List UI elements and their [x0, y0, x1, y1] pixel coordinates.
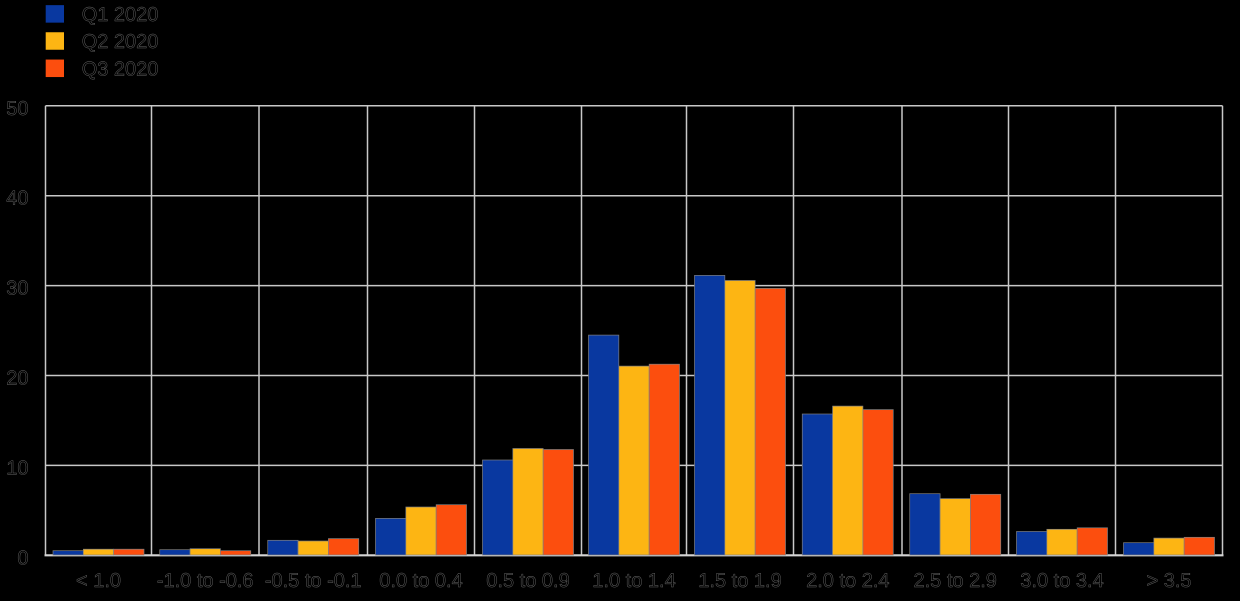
svg-text:-0.5 to -0.1: -0.5 to -0.1: [265, 570, 362, 592]
svg-text:2.5 to 2.9: 2.5 to 2.9: [913, 570, 996, 592]
svg-text:Q1 2020: Q1 2020: [82, 4, 159, 26]
svg-text:0.0 to 0.4: 0.0 to 0.4: [379, 570, 462, 592]
svg-text:1.5 to 1.9: 1.5 to 1.9: [698, 570, 781, 592]
svg-text:> 3.5: > 3.5: [1146, 570, 1191, 592]
svg-text:10: 10: [6, 457, 28, 479]
svg-text:20: 20: [6, 368, 28, 390]
svg-text:0: 0: [17, 547, 28, 569]
svg-text:30: 30: [6, 278, 28, 300]
svg-text:Q3 2020: Q3 2020: [82, 59, 159, 81]
svg-text:-1.0 to -0.6: -1.0 to -0.6: [157, 570, 254, 592]
svg-text:50: 50: [6, 98, 28, 120]
svg-text:0.5 to 0.9: 0.5 to 0.9: [486, 570, 569, 592]
svg-text:Q2 2020: Q2 2020: [82, 31, 159, 53]
svg-text:< 1.0: < 1.0: [76, 570, 121, 592]
svg-text:40: 40: [6, 188, 28, 210]
svg-text:3.0 to 3.4: 3.0 to 3.4: [1020, 570, 1103, 592]
svg-text:1.0 to 1.4: 1.0 to 1.4: [592, 570, 675, 592]
svg-text:2.0 to 2.4: 2.0 to 2.4: [806, 570, 889, 592]
